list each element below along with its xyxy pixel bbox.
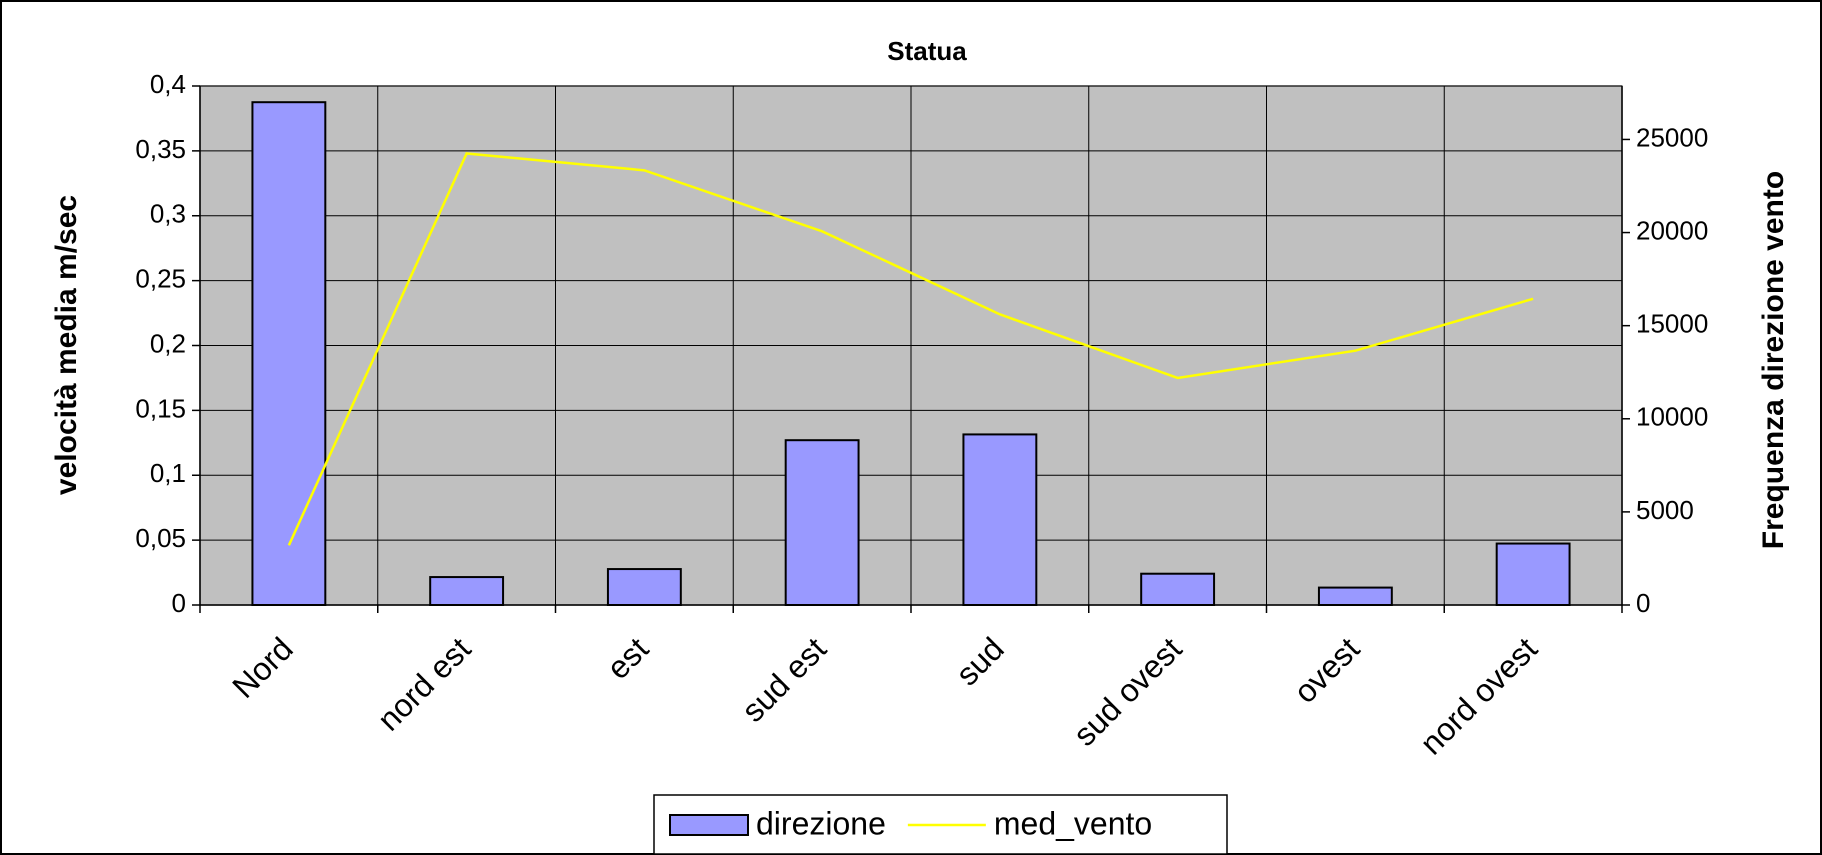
legend-label: med_vento xyxy=(994,805,1152,841)
bar xyxy=(251,101,327,606)
legend-label: direzione xyxy=(756,805,886,841)
y2-tick-label: 15000 xyxy=(1636,309,1708,339)
y-tick-label: 0 xyxy=(172,588,186,618)
y-axis-title: velocità media m/sec xyxy=(50,195,83,495)
y-tick-label: 0,15 xyxy=(135,393,186,423)
bar xyxy=(1495,542,1571,606)
y2-tick-label: 5000 xyxy=(1636,495,1694,525)
bar xyxy=(962,433,1038,606)
y2-tick-label: 10000 xyxy=(1636,402,1708,432)
bar xyxy=(784,439,860,606)
y-tick-label: 0,35 xyxy=(135,134,186,164)
y2-tick-label: 20000 xyxy=(1636,215,1708,245)
line xyxy=(287,152,1534,546)
y-tick-label: 0,2 xyxy=(150,328,186,358)
bar xyxy=(1317,586,1393,606)
bar xyxy=(606,568,682,606)
y-tick-label: 0,4 xyxy=(150,69,186,99)
y-tick-label: 0,05 xyxy=(135,523,186,553)
y2-tick-label: 0 xyxy=(1636,588,1650,618)
y-tick-label: 0,3 xyxy=(150,199,186,229)
chart-title: Statua xyxy=(887,36,967,66)
y-tick-label: 0,25 xyxy=(135,264,186,294)
y-tick-label: 0,1 xyxy=(150,458,186,488)
legend-swatch xyxy=(669,814,749,836)
y2-tick-label: 25000 xyxy=(1636,122,1708,152)
y2-axis-title: Frequenza direzione vento xyxy=(1757,171,1790,549)
bar xyxy=(1140,572,1216,606)
bar xyxy=(429,576,505,606)
